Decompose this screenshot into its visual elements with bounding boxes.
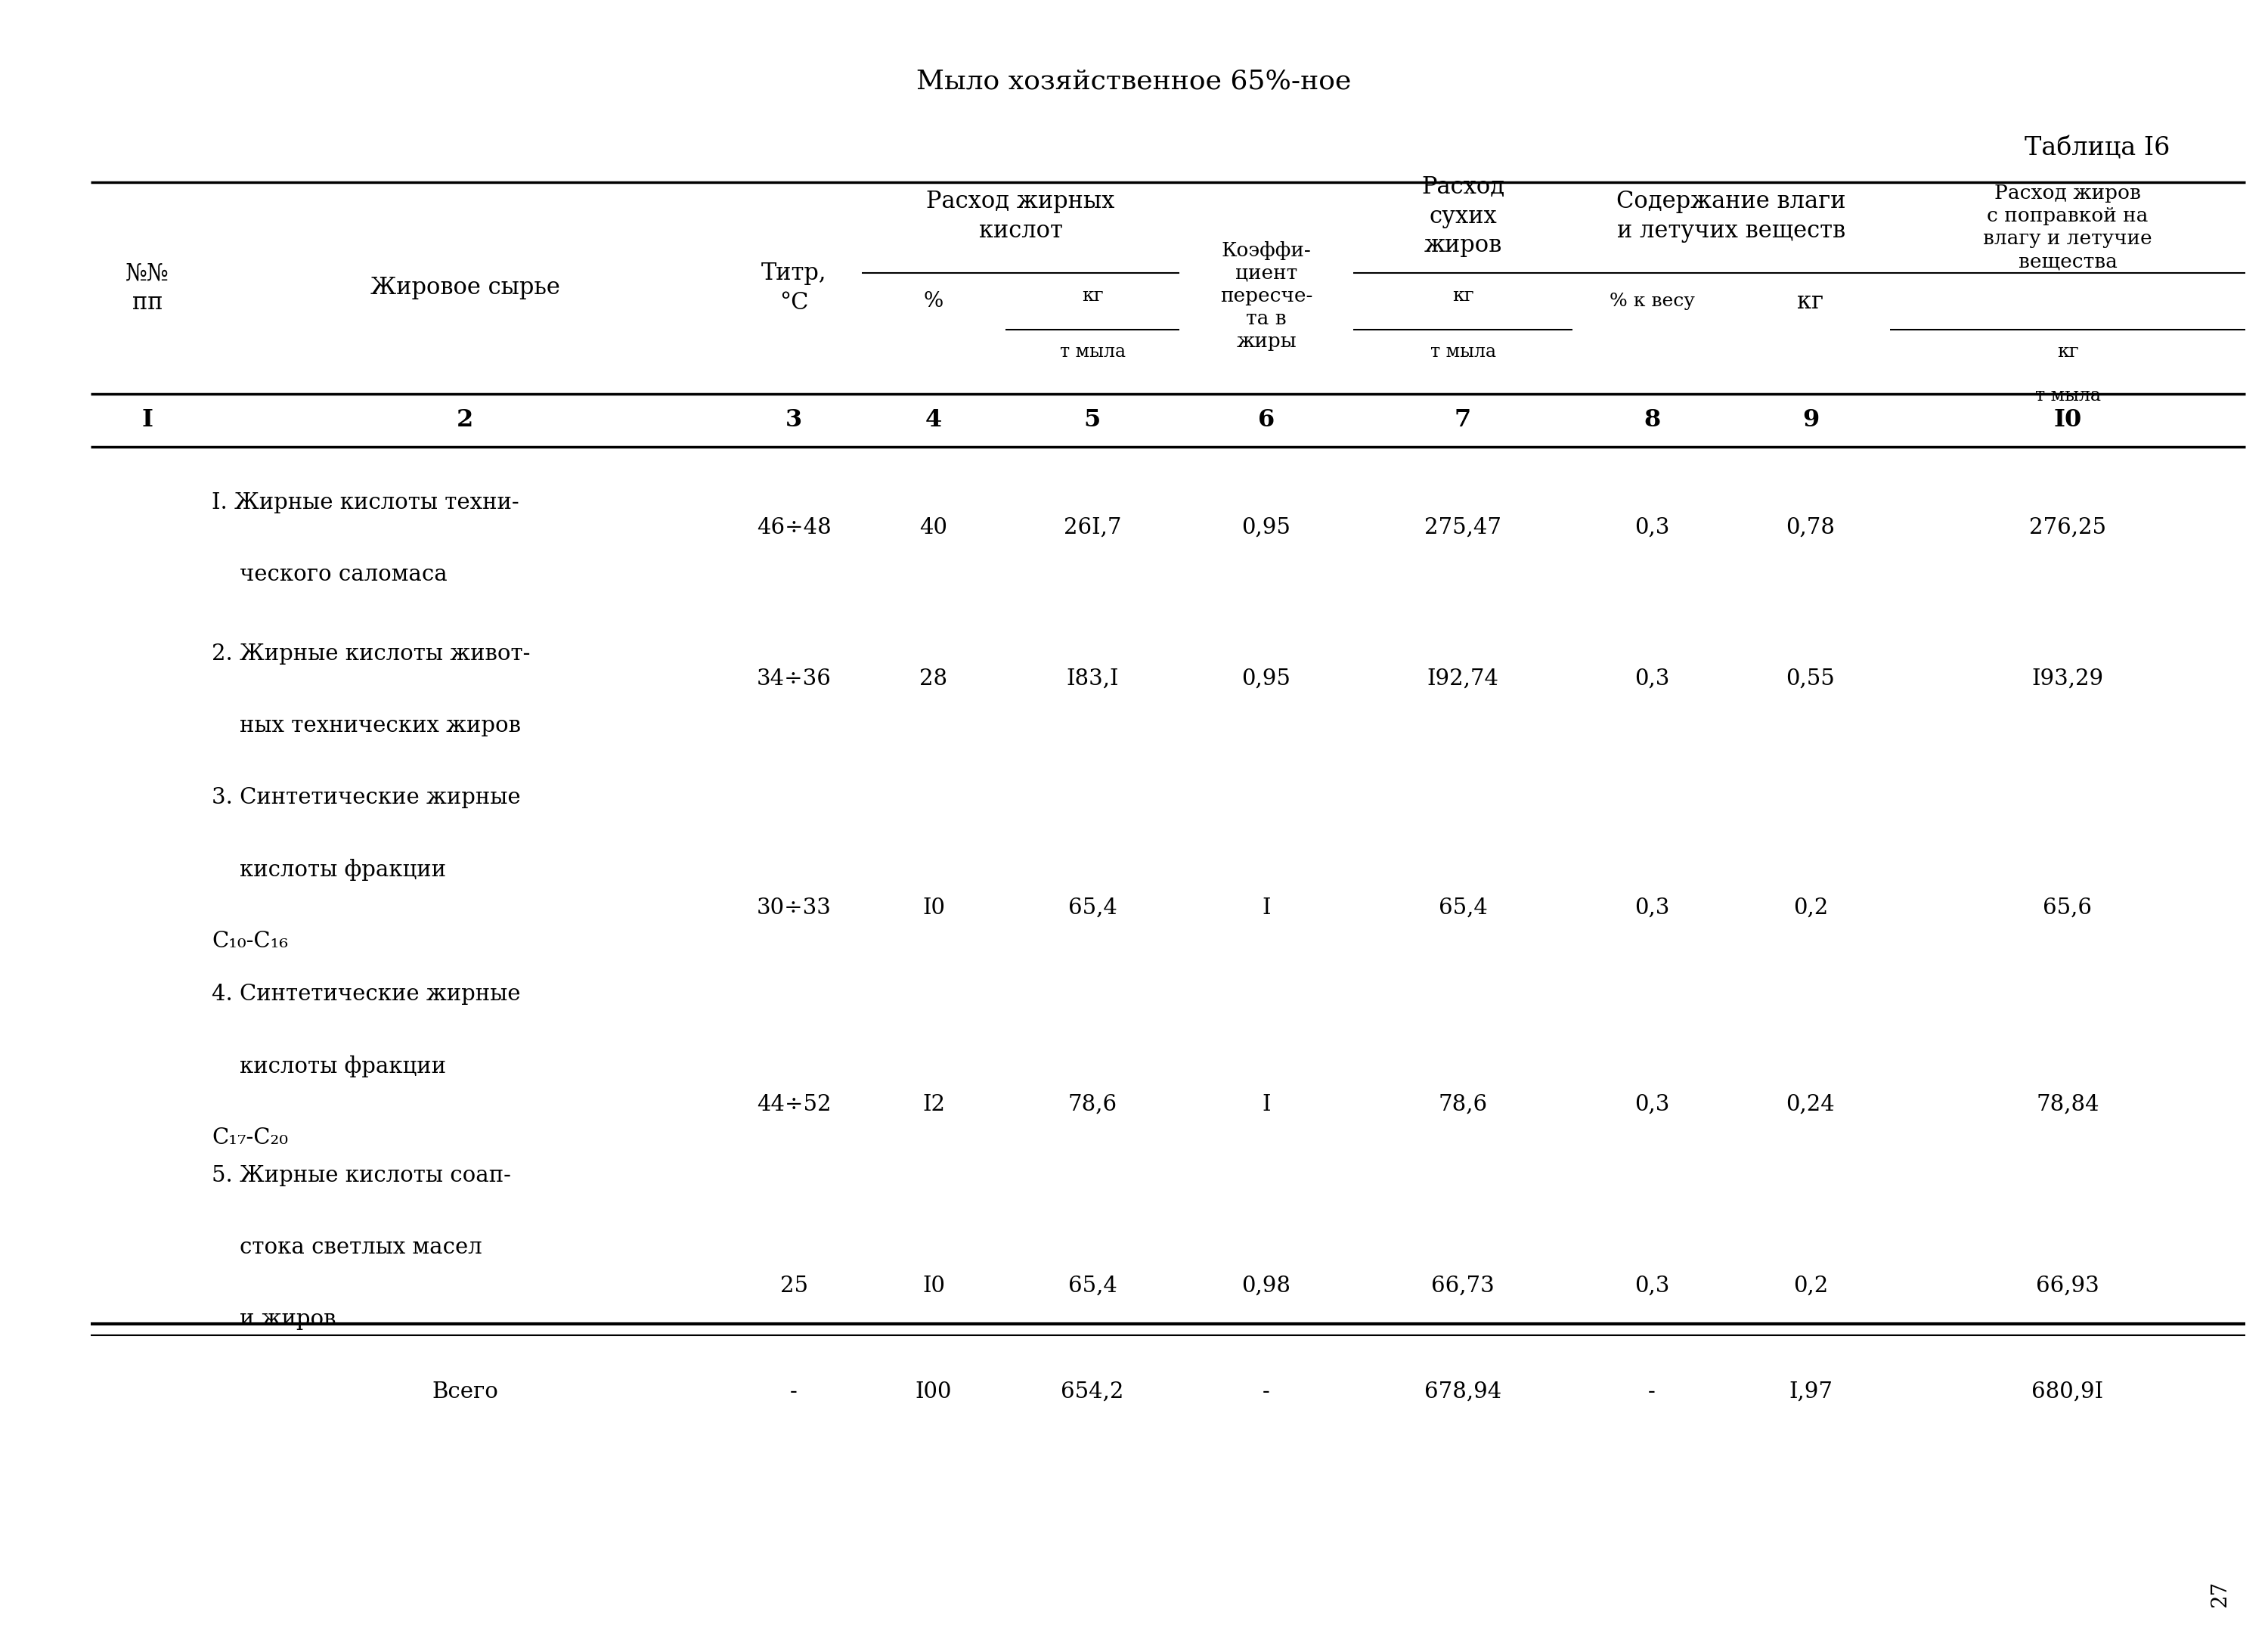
Text: 276,25: 276,25 <box>2030 518 2107 538</box>
Text: I. Жирные кислоты техни-: I. Жирные кислоты техни- <box>211 491 519 513</box>
Text: 678,94: 678,94 <box>1424 1382 1501 1403</box>
Text: С₁₇-С₂₀: С₁₇-С₂₀ <box>211 1128 288 1148</box>
Text: -: - <box>789 1382 798 1403</box>
Text: и жиров: и жиров <box>211 1309 336 1331</box>
Text: 66,73: 66,73 <box>1431 1275 1495 1296</box>
Text: 28: 28 <box>919 668 948 689</box>
Text: Коэффи-
циент
пересче-
та в
жиры: Коэффи- циент пересче- та в жиры <box>1220 241 1313 351</box>
Text: Расход
сухих
жиров: Расход сухих жиров <box>1422 176 1504 257</box>
Text: 65,4: 65,4 <box>1068 897 1116 918</box>
Text: т мыла: т мыла <box>2034 388 2100 404</box>
Text: 0,3: 0,3 <box>1635 897 1669 918</box>
Text: 78,6: 78,6 <box>1438 1093 1488 1115</box>
Text: 8: 8 <box>1644 409 1660 432</box>
Text: 0,2: 0,2 <box>1794 897 1828 918</box>
Text: 65,4: 65,4 <box>1438 897 1488 918</box>
Text: 0,3: 0,3 <box>1635 518 1669 538</box>
Text: 6: 6 <box>1259 409 1275 432</box>
Text: 3: 3 <box>785 409 803 432</box>
Text: 0,95: 0,95 <box>1243 518 1290 538</box>
Text: Содержание влаги
и летучих веществ: Содержание влаги и летучих веществ <box>1617 190 1846 242</box>
Text: 34÷36: 34÷36 <box>758 668 830 689</box>
Text: I0: I0 <box>2053 409 2082 432</box>
Text: 46÷48: 46÷48 <box>758 518 830 538</box>
Text: ческого саломаса: ческого саломаса <box>211 564 447 585</box>
Text: I: I <box>1261 1093 1270 1115</box>
Text: 0,98: 0,98 <box>1243 1275 1290 1296</box>
Text: Мыло хозяйственное 65%-ное: Мыло хозяйственное 65%-ное <box>916 69 1352 94</box>
Text: 2: 2 <box>456 409 474 432</box>
Text: I00: I00 <box>916 1382 953 1403</box>
Text: кг: кг <box>1452 287 1474 305</box>
Text: Расход жиров
с поправкой на
влагу и летучие
вещества: Расход жиров с поправкой на влагу и лету… <box>1982 185 2152 270</box>
Text: 5: 5 <box>1084 409 1100 432</box>
Text: 7: 7 <box>1454 409 1472 432</box>
Text: Титр,
°С: Титр, °С <box>762 262 826 315</box>
Text: -: - <box>1263 1382 1270 1403</box>
Text: 66,93: 66,93 <box>2037 1275 2100 1296</box>
Text: I2: I2 <box>923 1093 946 1115</box>
Text: 0,3: 0,3 <box>1635 668 1669 689</box>
Text: 65,6: 65,6 <box>2043 897 2091 918</box>
Text: С₁₀-С₁₆: С₁₀-С₁₆ <box>211 930 288 951</box>
Text: 44÷52: 44÷52 <box>758 1093 830 1115</box>
Text: кислоты фракции: кислоты фракции <box>211 1055 447 1077</box>
Text: кг: кг <box>2057 343 2077 361</box>
Text: 30÷33: 30÷33 <box>758 897 830 918</box>
Text: I83,I: I83,I <box>1066 668 1118 689</box>
Text: 0,2: 0,2 <box>1794 1275 1828 1296</box>
Text: 78,84: 78,84 <box>2037 1093 2100 1115</box>
Text: 275,47: 275,47 <box>1424 518 1501 538</box>
Text: 0,3: 0,3 <box>1635 1275 1669 1296</box>
Text: I92,74: I92,74 <box>1427 668 1499 689</box>
Text: -: - <box>1649 1382 1656 1403</box>
Text: ных технических жиров: ных технических жиров <box>211 716 522 737</box>
Text: 25: 25 <box>780 1275 807 1296</box>
Text: №№
пп: №№ пп <box>125 262 170 315</box>
Text: 40: 40 <box>921 518 948 538</box>
Text: I,97: I,97 <box>1789 1382 1833 1403</box>
Text: I0: I0 <box>923 1275 946 1296</box>
Text: 5. Жирные кислоты соап-: 5. Жирные кислоты соап- <box>211 1166 510 1186</box>
Text: Расход жирных
кислот: Расход жирных кислот <box>925 190 1116 242</box>
Text: Всего: Всего <box>431 1382 499 1403</box>
Text: 26I,7: 26I,7 <box>1064 518 1120 538</box>
Text: 78,6: 78,6 <box>1068 1093 1118 1115</box>
Text: кислоты фракции: кислоты фракции <box>211 859 447 881</box>
Text: 680,9I: 680,9I <box>2032 1382 2105 1403</box>
Text: I: I <box>141 409 154 432</box>
Text: 3. Синтетические жирные: 3. Синтетические жирные <box>211 787 522 808</box>
Text: Жировое сырье: Жировое сырье <box>370 277 560 300</box>
Text: I93,29: I93,29 <box>2032 668 2105 689</box>
Text: %: % <box>923 292 943 312</box>
Text: I0: I0 <box>923 897 946 918</box>
Text: 27: 27 <box>2209 1581 2229 1608</box>
Text: 9: 9 <box>1803 409 1819 432</box>
Text: т мыла: т мыла <box>1059 343 1125 361</box>
Text: 4: 4 <box>925 409 941 432</box>
Text: 654,2: 654,2 <box>1061 1382 1125 1403</box>
Text: стока светлых масел: стока светлых масел <box>211 1237 483 1258</box>
Text: 0,95: 0,95 <box>1243 668 1290 689</box>
Text: 0,78: 0,78 <box>1787 518 1835 538</box>
Text: 0,55: 0,55 <box>1787 668 1835 689</box>
Text: 65,4: 65,4 <box>1068 1275 1116 1296</box>
Text: Таблица I6: Таблица I6 <box>2025 137 2170 162</box>
Text: 0,24: 0,24 <box>1787 1093 1835 1115</box>
Text: кг: кг <box>1082 287 1102 305</box>
Text: т мыла: т мыла <box>1429 343 1497 361</box>
Text: 4. Синтетические жирные: 4. Синтетические жирные <box>211 984 519 1004</box>
Text: 0,3: 0,3 <box>1635 1093 1669 1115</box>
Text: I: I <box>1261 897 1270 918</box>
Text: кг: кг <box>1796 290 1823 313</box>
Text: % к весу: % к весу <box>1610 294 1694 310</box>
Text: 2. Жирные кислоты живот-: 2. Жирные кислоты живот- <box>211 643 531 665</box>
